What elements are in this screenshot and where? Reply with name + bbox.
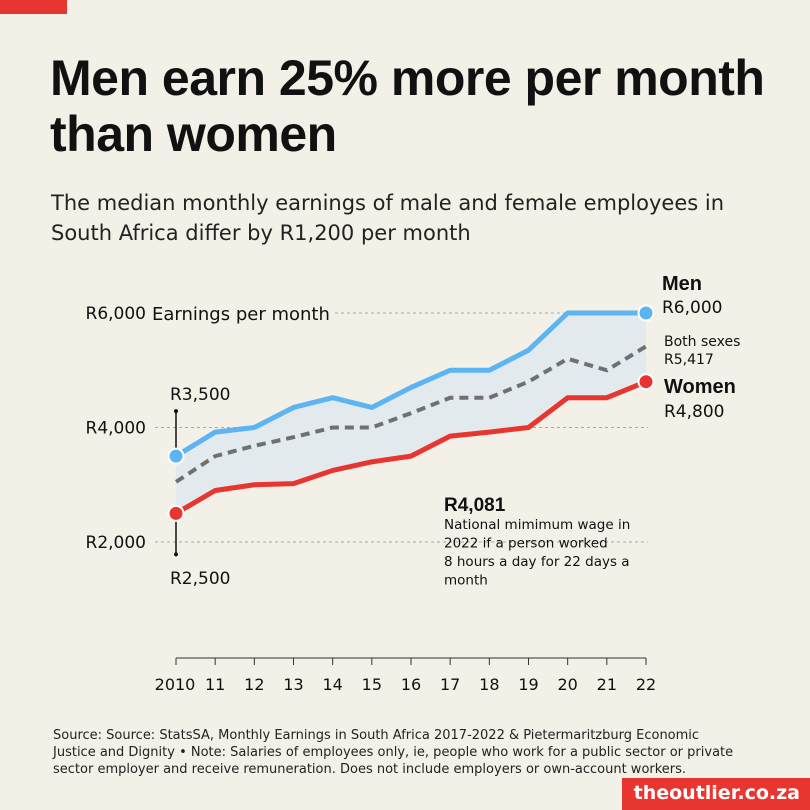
series-line-both [174,344,648,484]
start-label-women: R2,500 [170,569,230,589]
start-label-men: R3,500 [170,385,230,405]
annotation-text-line: month [444,573,488,589]
x-axis: 2010 11 12 13 14 15 16 17 18 19 20 21 22 [155,657,656,694]
y-axis-label: Earnings per month [152,304,330,325]
end-label-men-value: R6,000 [662,298,722,318]
end-point-women [637,373,655,391]
annotation-text-line: 2022 if a person worked [444,536,608,552]
annotation-text-line: 8 hours a day for 22 days a [444,554,630,570]
x-tick-label: 17 [440,675,460,694]
end-label-both-value: R5,417 [664,352,714,368]
range-dot-bottom [174,552,178,557]
series-line-women [173,379,649,516]
series-lines [173,310,649,516]
x-tick-label: 2010 [155,675,196,694]
page-subtitle: The median monthly earnings of male and … [51,191,725,245]
series-end-labels: Men R6,000 Both sexes R5,417 Women R4,800 [662,273,740,422]
y-tick-labels: R2,000 R4,000 R6,000 [86,304,146,553]
end-label-women-name: Women [664,376,736,398]
line-chart: R2,000 R4,000 R6,000 Earnings per month R3… [86,273,741,694]
x-tick-label: 12 [244,675,264,694]
x-tick-label: 15 [362,675,382,694]
end-label-women-value: R4,800 [664,402,724,422]
series-points [167,304,655,522]
series-line-men [173,310,649,459]
x-tick-label: 21 [597,675,617,694]
x-tick-label: 11 [205,675,225,694]
annotation-value: R4,081 [444,495,506,516]
x-tick-label: 22 [636,675,656,694]
x-tick-label: 19 [518,675,538,694]
y-tick-label: R2,000 [86,533,146,553]
range-dot-top [174,409,178,414]
brand-accent-bar [0,0,67,14]
y-tick-label: R4,000 [86,419,146,439]
x-tick-label: 18 [479,675,499,694]
end-label-both-name: Both sexes [664,334,740,350]
page-title: Men earn 25% more per month than women [50,50,765,162]
start-point-men [167,447,185,465]
x-tick-label: 20 [557,675,577,694]
x-tick-label: 16 [401,675,421,694]
y-tick-label: R6,000 [86,304,146,324]
annotation-text-line: National mimimum wage in [444,517,630,533]
end-label-men-name: Men [662,273,702,295]
end-point-men [637,304,655,322]
x-tick-label: 14 [322,675,342,694]
x-tick-label: 13 [283,675,303,694]
source-note: Source: Source: StatsSA, Monthly Earning… [53,728,734,777]
start-point-women [167,504,185,522]
start-range-markers: R3,500 R2,500 [170,385,230,589]
brand-logo-link[interactable]: theoutlier.co.za [621,778,810,810]
